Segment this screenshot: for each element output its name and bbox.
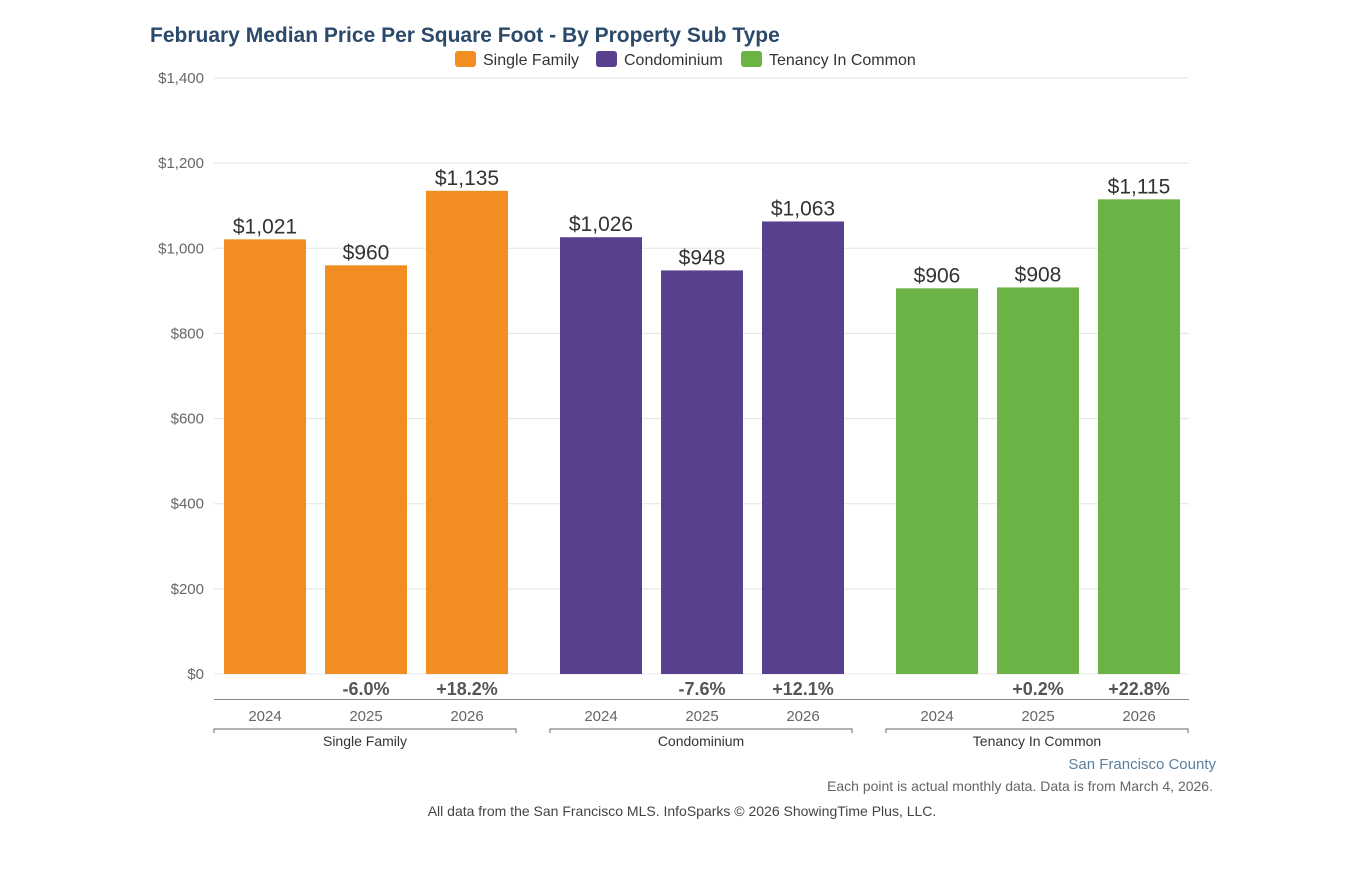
change-label: +12.1% [772,679,834,699]
bar-single-family-2026[interactable] [426,190,508,675]
x-tick-label: 2024 [920,708,953,725]
change-label: +0.2% [1012,679,1064,699]
data-label: $1,026 [569,213,633,236]
legend-label-condominium[interactable]: Condominium [624,52,723,69]
legend-label-single-family[interactable]: Single Family [483,52,579,69]
x-tick-label: 2024 [248,708,281,725]
y-tick-label: $400 [171,496,204,513]
group-bracket [885,728,1189,733]
bar-condominium-2024[interactable] [560,237,642,674]
bar-single-family-2024[interactable] [224,239,306,675]
bar-tenancy-in-common-2025[interactable] [997,287,1079,674]
group-bracket [549,728,853,733]
legend-swatch-tenancy-in-common [741,51,762,67]
bar-single-family-2025[interactable] [325,265,407,674]
group-label-single-family: Single Family [323,733,407,749]
region-label: San Francisco County [1068,756,1216,773]
legend: Single Family Condominium Tenancy In Com… [455,51,916,69]
bar-tenancy-in-common-2024[interactable] [896,288,978,674]
x-tick-label: 2026 [786,708,819,725]
y-tick-label: $0 [187,666,204,683]
data-label: $948 [679,246,726,269]
credit-text: All data from the San Francisco MLS. Inf… [428,803,937,819]
y-tick-label: $200 [171,581,204,598]
data-label: $1,115 [1108,175,1171,198]
data-label: $906 [914,264,961,287]
data-label: $960 [343,241,390,264]
chart-title: February Median Price Per Square Foot - … [150,24,780,47]
group-label-condominium: Condominium [658,733,744,749]
bar-tenancy-in-common-2026[interactable] [1098,199,1180,675]
y-tick-label: $600 [171,411,204,428]
y-tick-label: $1,200 [158,155,204,172]
y-axis: $0 $200 $400 $600 $800 $1,000 $1,200 $1,400 [158,70,204,683]
x-tick-label: 2024 [584,708,617,725]
y-tick-label: $1,400 [158,70,204,87]
x-tick-label: 2025 [685,708,718,725]
data-note: Each point is actual monthly data. Data … [827,778,1213,794]
y-tick-label: $1,000 [158,240,204,257]
x-axis: 2024 -6.0% 2025 +18.2% 2026 Single Family 2024… [213,679,1189,749]
data-label: $908 [1015,263,1062,286]
change-label: -6.0% [342,679,389,699]
group-bracket [213,728,517,733]
bars: $1,021 $960 $1,135 $1,026 $948 $1,063 $906 $908… [224,167,1180,675]
x-tick-label: 2025 [1021,708,1054,725]
legend-swatch-condominium [596,51,617,67]
data-label: $1,063 [771,197,835,220]
x-tick-label: 2025 [349,708,382,725]
group-label-tenancy-in-common: Tenancy In Common [973,733,1101,749]
data-label: $1,135 [435,167,499,190]
bar-condominium-2025[interactable] [661,270,743,674]
y-tick-label: $800 [171,325,204,342]
change-label: +18.2% [436,679,498,699]
legend-label-tenancy-in-common[interactable]: Tenancy In Common [769,52,916,69]
x-tick-label: 2026 [450,708,483,725]
change-label: -7.6% [678,679,725,699]
change-label: +22.8% [1108,679,1170,699]
legend-swatch-single-family [455,51,476,67]
data-label: $1,021 [233,215,297,238]
bar-condominium-2026[interactable] [762,221,844,675]
x-tick-label: 2026 [1122,708,1155,725]
